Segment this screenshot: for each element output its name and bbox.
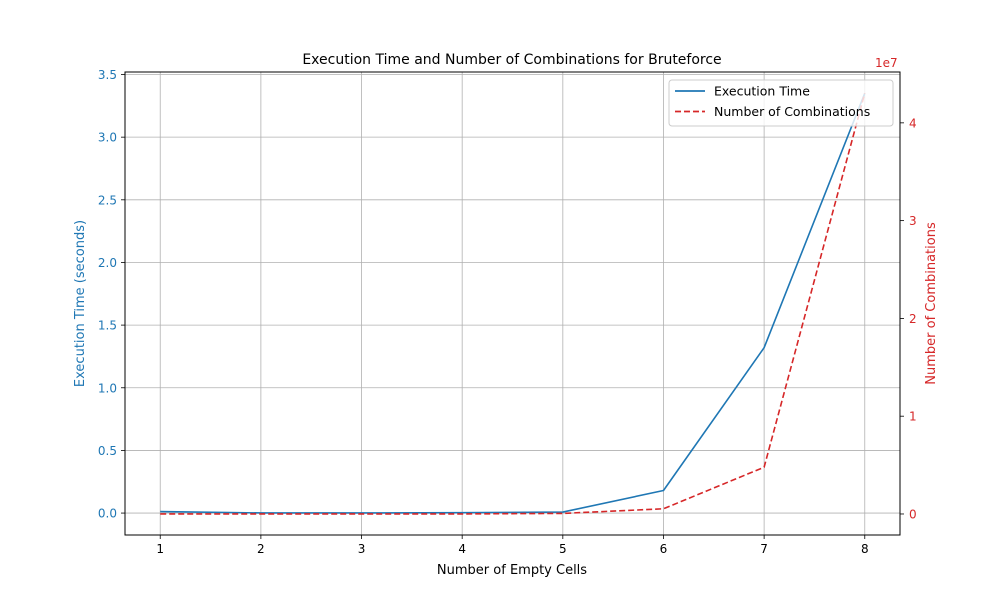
grid <box>125 72 900 535</box>
y-left-tick-label: 1.0 <box>98 381 117 395</box>
series-line-number-of-combinations <box>160 92 866 515</box>
y-left-tick-label: 2.0 <box>98 256 117 270</box>
legend-label-execution-time: Execution Time <box>714 84 810 99</box>
y-axis-left-label: Execution Time (seconds) <box>73 220 88 387</box>
y-axis-right-label: Number of Combinations <box>924 222 939 385</box>
y-left-tick-label: 2.5 <box>98 193 117 207</box>
y-left-tick-label: 3.5 <box>98 68 117 82</box>
y-right-tick-label: 4 <box>909 116 917 130</box>
legend: Execution Time Number of Combinations <box>668 79 894 127</box>
x-tick-label: 4 <box>458 542 466 556</box>
y-right-tick-label: 2 <box>909 312 917 326</box>
y-axis-left: 0.0 0.5 1.0 1.5 2.0 2.5 3.0 3.5 <box>98 68 125 521</box>
x-tick-label: 5 <box>559 542 567 556</box>
y-right-tick-label: 0 <box>909 507 917 521</box>
x-axis-label: Number of Empty Cells <box>437 563 587 578</box>
x-tick-label: 3 <box>358 542 366 556</box>
y-left-tick-label: 1.5 <box>98 319 117 333</box>
y-right-tick-label: 1 <box>909 410 917 424</box>
x-tick-label: 7 <box>760 542 768 556</box>
x-tick-label: 6 <box>660 542 668 556</box>
plot-frame <box>124 71 901 536</box>
y-left-tick-label: 0.5 <box>98 444 117 458</box>
x-axis: 1 2 3 4 5 6 7 8 <box>156 535 869 556</box>
y-axis-right: 0 1 2 3 4 <box>900 116 917 521</box>
x-tick-label: 8 <box>861 542 869 556</box>
series-layer <box>160 92 866 515</box>
series-line-execution-time <box>160 93 866 514</box>
y-left-tick-label: 3.0 <box>98 131 117 145</box>
legend-label-number-of-combinations: Number of Combinations <box>714 104 870 119</box>
x-tick-label: 2 <box>257 542 265 556</box>
y-left-tick-label: 0.0 <box>98 507 117 521</box>
chart-title: Execution Time and Number of Combination… <box>302 52 721 68</box>
y-right-tick-label: 3 <box>909 214 917 228</box>
legend-box <box>668 79 894 127</box>
y-axis-right-multiplier: 1e7 <box>875 56 898 70</box>
x-tick-label: 1 <box>156 542 164 556</box>
